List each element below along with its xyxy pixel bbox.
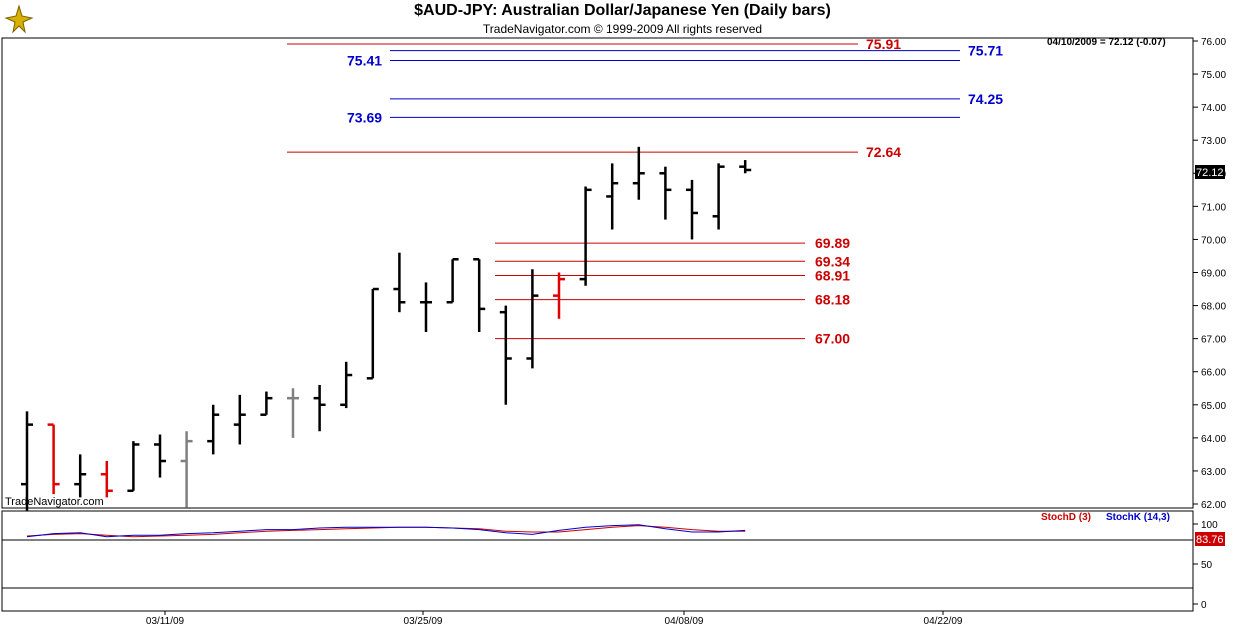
stoch-tick-label: 0 (1201, 600, 1207, 611)
price-tick-label: 70.00 (1201, 235, 1226, 246)
stoch-k-legend: StochK (14,3) (1106, 512, 1170, 523)
price-tick-label: 75.00 (1201, 70, 1226, 81)
date-tick-label: 04/22/09 (924, 616, 963, 627)
level-label: 74.25 (968, 91, 1003, 107)
stoch-tick-label: 50 (1201, 560, 1213, 571)
date-tick-label: 03/25/09 (404, 616, 443, 627)
stoch-tick-label: 100 (1201, 520, 1218, 531)
stoch-axis: 100 50 0 (1193, 520, 1218, 611)
level-label: 69.34 (815, 253, 850, 269)
level-label: 75.91 (866, 36, 901, 52)
chart-header: $AUD-JPY: Australian Dollar/Japanese Yen… (0, 0, 1245, 38)
watermark-label: TradeNavigator.com (5, 496, 104, 508)
date-tick-label: 03/11/09 (146, 616, 185, 627)
price-tick-label: 67.00 (1201, 335, 1226, 346)
price-bars (21, 146, 752, 511)
price-tick-label: 66.00 (1201, 368, 1226, 379)
trade-navigator-logo-icon (4, 4, 34, 34)
price-tick-label: 71.00 (1201, 202, 1226, 213)
stochastic-lines (26, 524, 746, 538)
date-tick-label: 04/08/09 (665, 616, 704, 627)
level-label: 75.71 (968, 43, 1003, 59)
price-tick-label: 65.00 (1201, 401, 1226, 412)
price-tick-label: 63.00 (1201, 467, 1226, 478)
level-label: 68.91 (815, 267, 850, 283)
chart-subtitle: TradeNavigator.com © 1999-2009 All right… (482, 22, 763, 36)
price-axis: 76.0075.0074.0073.0072.0071.0070.0069.00… (1193, 37, 1226, 511)
date-axis: 03/11/09 03/25/09 04/08/09 04/22/09 (146, 611, 963, 627)
stoch-last-label: 83.76 (1196, 534, 1224, 546)
price-tick-label: 69.00 (1201, 269, 1226, 280)
price-tick-label: 73.00 (1201, 136, 1226, 147)
price-info-label: 04/10/2009 = 72.12 (-0.07) (1047, 37, 1166, 48)
level-label: 67.00 (815, 331, 850, 347)
stoch-k-line (26, 524, 746, 538)
level-label: 73.69 (347, 109, 382, 125)
price-tick-label: 62.00 (1201, 500, 1226, 511)
price-tick-label: 64.00 (1201, 434, 1226, 445)
price-tick-label: 68.00 (1201, 302, 1226, 313)
price-panel-border (1, 37, 1194, 509)
last-price-label: 72.12 (1196, 167, 1224, 179)
last-price-box (1195, 165, 1225, 179)
stoch-last-box (1195, 532, 1225, 546)
level-label: 72.64 (866, 144, 901, 160)
price-tick-label: 74.00 (1201, 103, 1226, 114)
price-tick-label: 76.00 (1201, 37, 1226, 48)
chart-frame (1, 37, 1194, 612)
chart-title: $AUD-JPY: Australian Dollar/Japanese Yen… (414, 2, 831, 19)
price-levels: 75.91 75.71 75.41 74.25 73.69 72.64 69.89 69.34… (287, 36, 1003, 347)
stoch-panel-border (1, 510, 1194, 612)
stoch-d-legend: StochD (3) (1041, 512, 1091, 523)
level-label: 69.89 (815, 235, 850, 251)
level-label: 68.18 (815, 292, 850, 308)
level-label: 75.41 (347, 53, 382, 69)
